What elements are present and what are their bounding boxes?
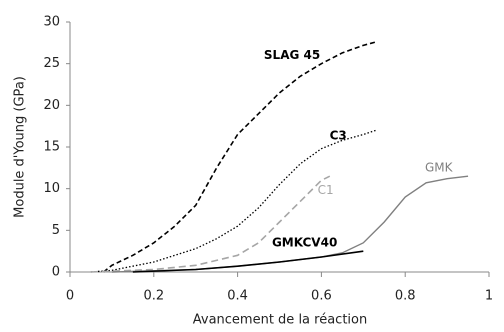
y-tick-label: 10	[43, 181, 60, 196]
series-line	[90, 129, 377, 273]
series-line	[132, 250, 364, 273]
series-label: SLAG 45	[264, 48, 320, 62]
y-tick-label: 5	[52, 223, 60, 238]
series-label: C3	[330, 129, 347, 143]
y-tick-label: 25	[43, 56, 60, 71]
series-line	[111, 175, 469, 273]
y-tick-label: 30	[43, 15, 60, 30]
x-tick-label: 1	[485, 289, 493, 304]
x-tick-label: 0.6	[311, 289, 332, 304]
x-tick-label: 0	[66, 289, 74, 304]
y-tick-label: 20	[43, 98, 60, 113]
y-tick-label: 15	[43, 140, 60, 155]
series-line	[103, 41, 377, 273]
x-tick-label: 0.2	[143, 289, 164, 304]
y-tick-label: 0	[52, 265, 60, 280]
series-label: GMKCV40	[272, 235, 337, 249]
x-axis-title: Avancement de la réaction	[193, 313, 367, 328]
x-tick-label: 0.4	[227, 289, 248, 304]
x-tick-label: 0.8	[395, 289, 416, 304]
series-label: GMK	[425, 160, 454, 174]
series-label: C1	[318, 183, 334, 197]
y-axis-title: Module d'Young (GPa)	[13, 76, 28, 218]
